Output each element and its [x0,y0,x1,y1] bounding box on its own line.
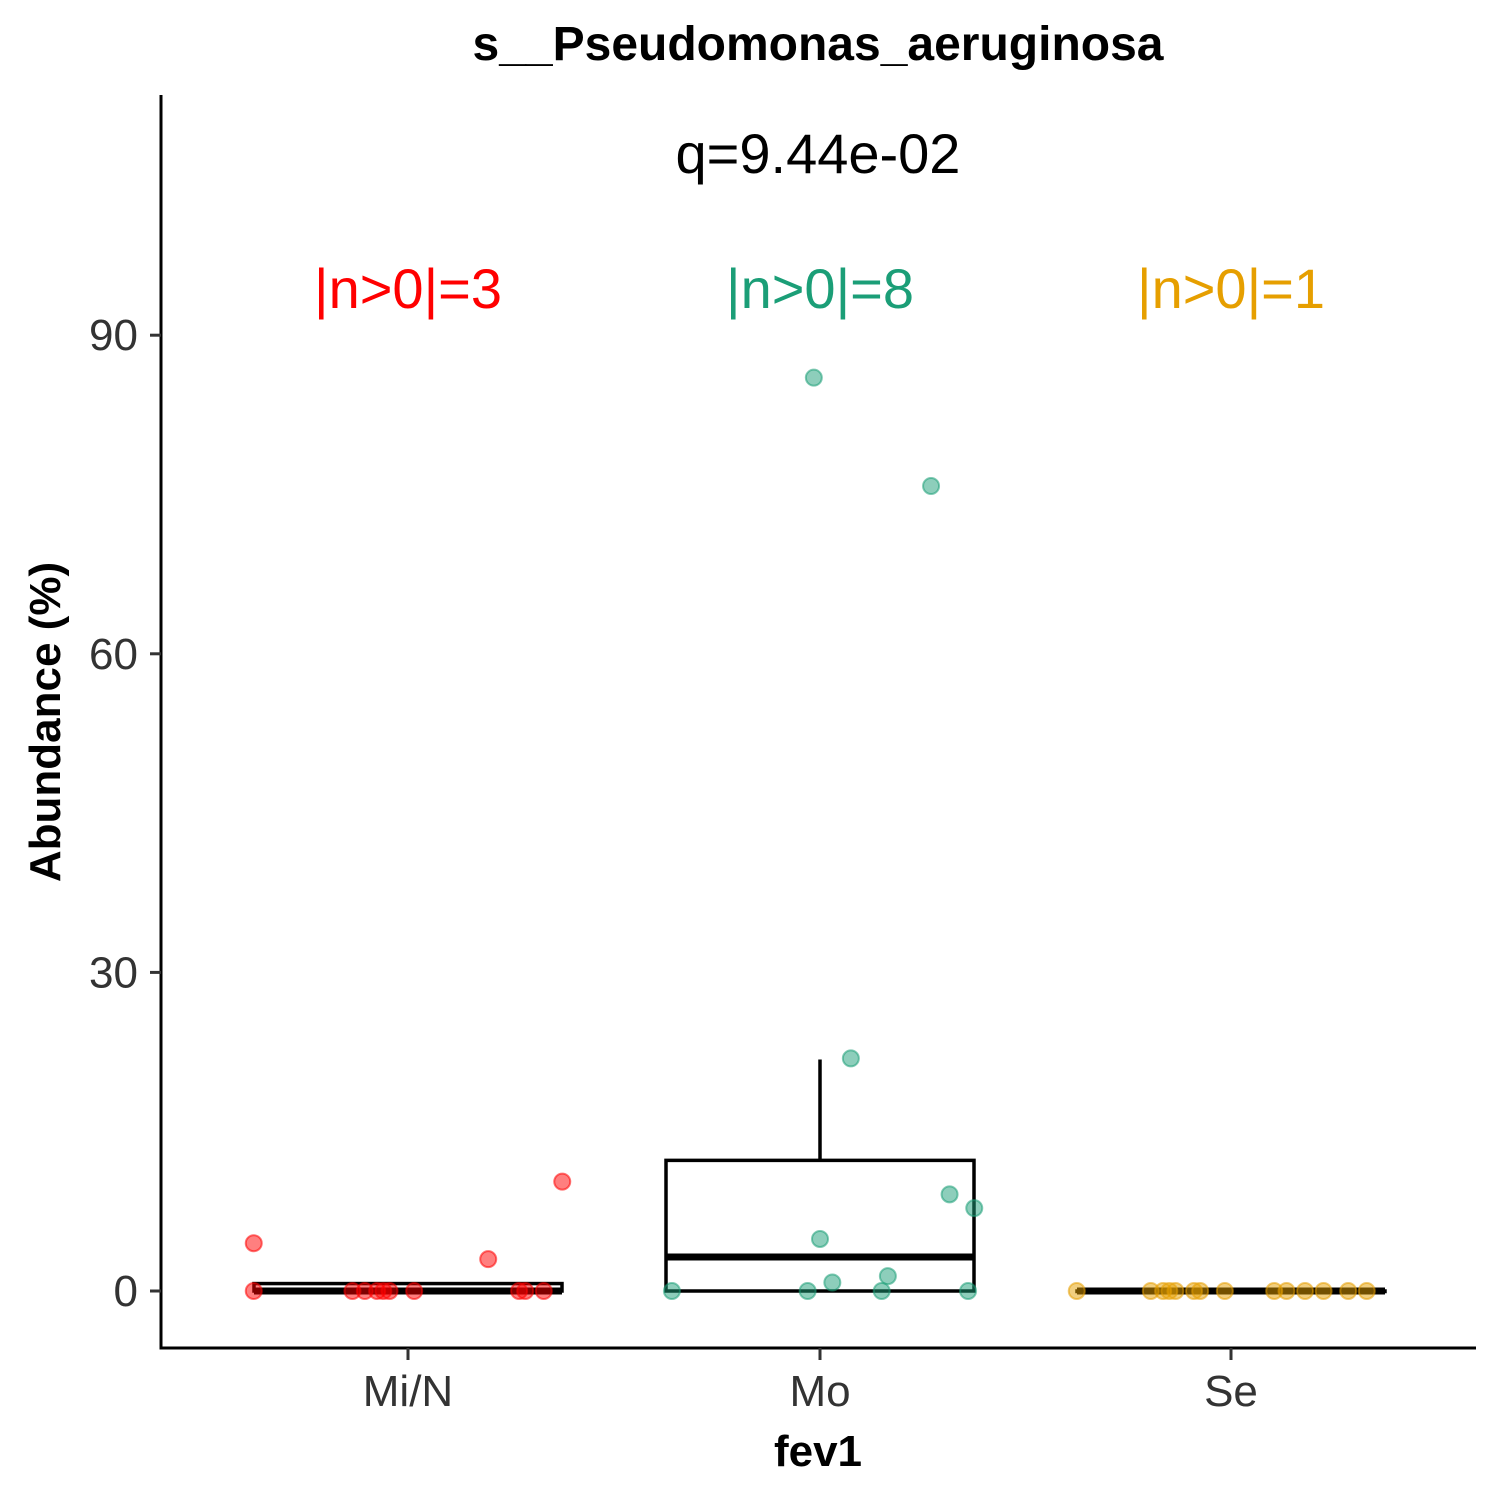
data-point [244,1282,263,1300]
y-tick-label: 0 [114,1267,138,1316]
y-axis-title: Abundance (%) [21,562,70,882]
data-point [1357,1282,1376,1300]
data-point [922,477,941,496]
data-point [479,1250,498,1269]
y-tick-label: 30 [89,948,138,997]
data-point [841,1049,860,1068]
x-tick-label: Se [1204,1367,1258,1416]
x-axis-title: fev1 [774,1427,862,1476]
data-point [1166,1282,1185,1300]
count-label: |n>0|=8 [726,257,914,320]
x-tick-label: Mi/N [363,1367,453,1416]
data-point [1339,1282,1358,1300]
data-point [965,1199,984,1218]
count-label: |n>0|=3 [314,257,502,320]
data-point [823,1273,842,1292]
data-point [878,1267,897,1286]
y-tick-label: 90 [89,311,138,360]
data-point [405,1282,424,1300]
data-point [798,1282,817,1300]
group-2 [662,368,984,1300]
chart-title: s__Pseudomonas_aeruginosa [473,18,1164,71]
data-point [534,1282,553,1300]
count-label: |n>0|=1 [1137,257,1325,320]
q-value-label: q=9.44e-02 [676,122,961,185]
data-point [1215,1282,1234,1300]
data-point [1191,1282,1210,1300]
data-point [940,1185,959,1204]
data-point [662,1282,681,1300]
group-1 [244,1172,572,1300]
plot-area [244,368,1387,1300]
data-point [811,1229,829,1248]
data-point [380,1282,399,1300]
data-point [804,368,823,387]
data-point [516,1282,535,1300]
group-3 [1067,1282,1387,1300]
data-point [959,1282,978,1300]
data-point [244,1234,263,1253]
data-point [1314,1282,1333,1300]
x-tick-label: Mo [789,1367,850,1416]
data-point [1067,1282,1086,1300]
y-tick-label: 60 [89,630,138,679]
box [664,1158,976,1293]
data-point [1277,1282,1296,1300]
data-point [553,1172,572,1191]
data-point [872,1282,891,1300]
data-point [1296,1282,1315,1300]
